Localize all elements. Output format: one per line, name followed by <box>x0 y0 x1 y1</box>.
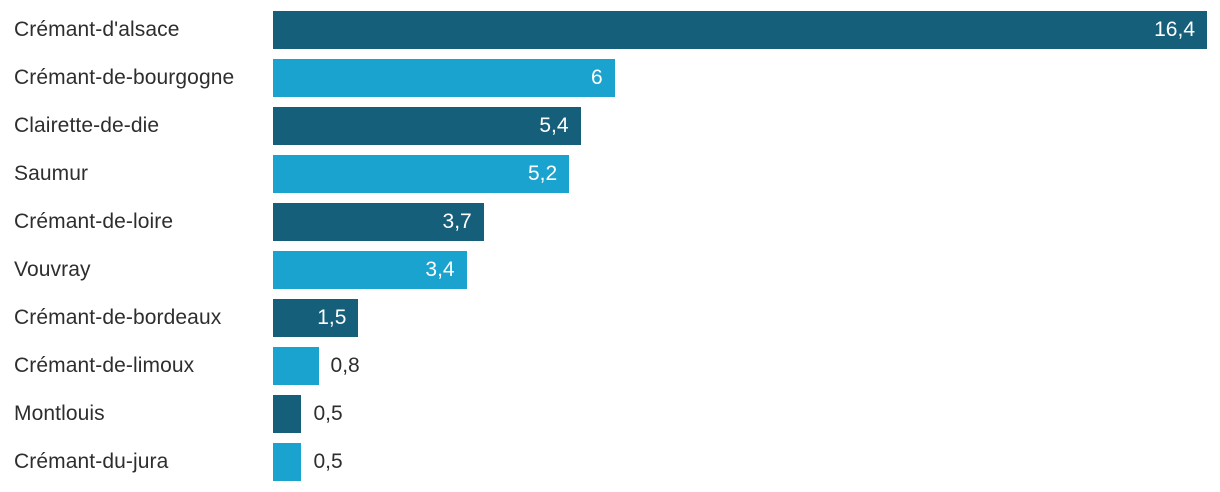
bar-area: 6 <box>273 59 1220 97</box>
category-label: Crémant-du-jura <box>14 450 169 473</box>
value-label: 5,2 <box>527 162 558 185</box>
value-label: 3,7 <box>442 210 472 233</box>
chart-row: Crémant-de-bourgogne 6 <box>0 54 1220 102</box>
bar: 16,4 <box>273 11 1207 49</box>
value-label-outside: 0,8 <box>330 354 360 377</box>
value-label: 6 <box>591 66 603 89</box>
chart-row: Crémant-de-bordeaux 1,5 <box>0 294 1220 342</box>
category-label: Crémant-de-bordeaux <box>14 306 222 329</box>
category-label: Montlouis <box>14 402 105 425</box>
chart-row: Crémant-du-jura 0,5 <box>0 438 1220 486</box>
chart-row: Crémant-d'alsace 16,4 <box>0 6 1220 54</box>
bar-area: 3,7 <box>273 203 1220 241</box>
value-label-outside: 0,5 <box>313 402 343 425</box>
bar: 1,5 <box>273 299 359 337</box>
bar-area: 3,4 <box>273 251 1220 289</box>
category-label: Vouvray <box>14 258 91 281</box>
bar <box>273 347 319 385</box>
bar-area: 0,5 <box>273 443 1220 481</box>
chart-row: Montlouis 0,5 <box>0 390 1220 438</box>
bar: 5,2 <box>273 155 570 193</box>
bar-area: 5,2 <box>273 155 1220 193</box>
chart-row: Clairette-de-die 5,4 <box>0 102 1220 150</box>
bar: 3,7 <box>273 203 484 241</box>
category-label: Saumur <box>14 162 89 185</box>
chart-row: Crémant-de-loire 3,7 <box>0 198 1220 246</box>
bar-area: 0,5 <box>273 395 1220 433</box>
bar: 3,4 <box>273 251 467 289</box>
value-label-outside: 0,5 <box>313 450 343 473</box>
value-label: 1,5 <box>317 306 347 329</box>
bar: 5,4 <box>273 107 581 145</box>
bar-area: 16,4 <box>273 11 1220 49</box>
value-label: 3,4 <box>425 258 455 281</box>
bar-area: 1,5 <box>273 299 1220 337</box>
category-label: Crémant-de-limoux <box>14 354 195 377</box>
bar <box>273 443 302 481</box>
bar <box>273 395 302 433</box>
category-label: Crémant-de-bourgogne <box>14 66 235 89</box>
category-label: Crémant-d'alsace <box>14 18 180 41</box>
chart-row: Crémant-de-limoux 0,8 <box>0 342 1220 390</box>
value-label: 5,4 <box>539 114 569 137</box>
chart-row: Saumur 5,2 <box>0 150 1220 198</box>
value-label: 16,4 <box>1154 18 1195 41</box>
bar-area: 5,4 <box>273 107 1220 145</box>
bar-area: 0,8 <box>273 347 1220 385</box>
chart-row: Vouvray 3,4 <box>0 246 1220 294</box>
category-label: Crémant-de-loire <box>14 210 174 233</box>
category-label: Clairette-de-die <box>14 114 160 137</box>
bar: 6 <box>273 59 615 97</box>
